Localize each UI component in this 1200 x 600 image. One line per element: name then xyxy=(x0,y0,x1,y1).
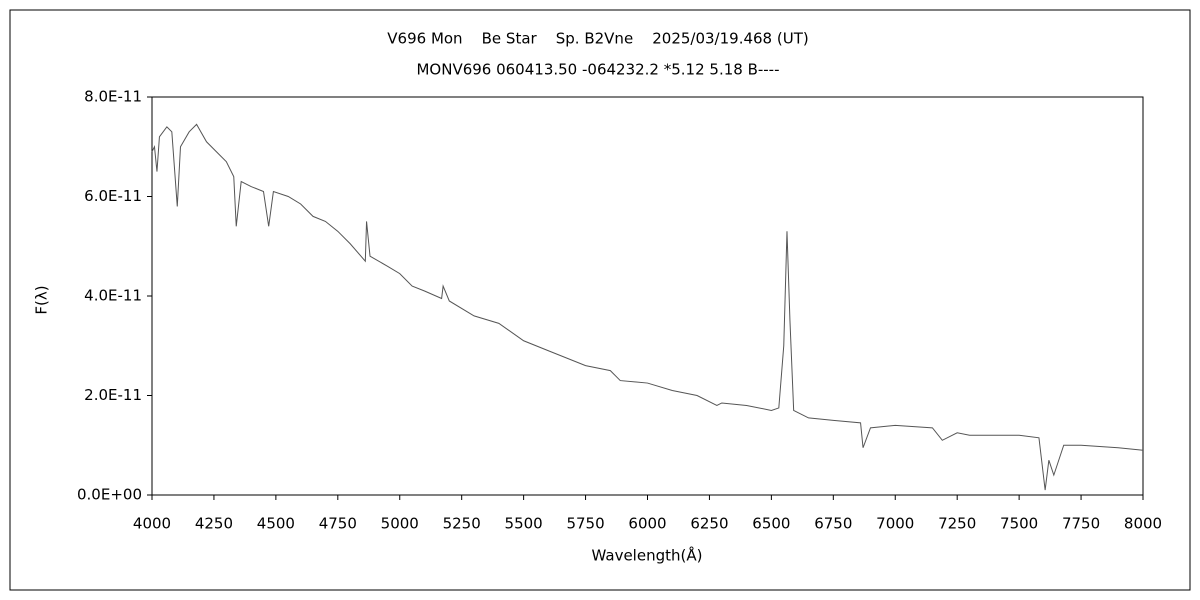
x-tick-label: 5750 xyxy=(566,515,604,533)
x-tick-label: 6750 xyxy=(814,515,852,533)
frame xyxy=(9,9,1191,591)
x-tick-label: 4250 xyxy=(195,515,233,533)
x-tick-label: 7750 xyxy=(1062,515,1100,533)
x-tick-label: 8000 xyxy=(1124,515,1162,533)
y-tick-label: 4.0E-11 xyxy=(84,287,142,305)
x-tick-label: 6250 xyxy=(690,515,728,533)
y-axis-label: F(λ) xyxy=(33,285,51,314)
x-tick-label: 7250 xyxy=(938,515,976,533)
x-tick-label: 4750 xyxy=(319,515,357,533)
y-tick-label: 2.0E-11 xyxy=(84,386,142,404)
x-tick-label: 5000 xyxy=(381,515,419,533)
y-tick-label: 6.0E-11 xyxy=(84,187,142,205)
x-tick-label: 6500 xyxy=(752,515,790,533)
x-tick-label: 5250 xyxy=(443,515,481,533)
y-tick-label: 0.0E+00 xyxy=(77,486,142,504)
x-tick-label: 4000 xyxy=(133,515,171,533)
x-tick-label: 5500 xyxy=(505,515,543,533)
x-tick-label: 6000 xyxy=(628,515,666,533)
y-tick-label: 8.0E-11 xyxy=(84,88,142,106)
x-tick-label: 7000 xyxy=(876,515,914,533)
x-tick-label: 7500 xyxy=(1000,515,1038,533)
x-axis-label: Wavelength(Å) xyxy=(592,546,703,565)
chart-title: V696 Mon Be Star Sp. B2Vne 2025/03/19.46… xyxy=(387,30,808,48)
spectrum-line xyxy=(151,123,1144,491)
x-tick-label: 4500 xyxy=(257,515,295,533)
chart-subtitle: MONV696 060413.50 -064232.2 *5.12 5.18 B… xyxy=(416,61,779,79)
